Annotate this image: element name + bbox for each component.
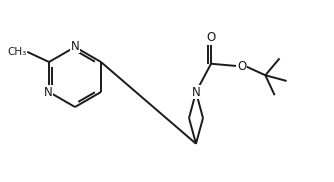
Text: N: N (44, 86, 52, 98)
Text: O: O (237, 60, 246, 73)
Text: N: N (70, 39, 79, 52)
Text: N: N (192, 86, 200, 98)
Text: O: O (206, 31, 216, 44)
Text: CH₃: CH₃ (7, 47, 26, 57)
